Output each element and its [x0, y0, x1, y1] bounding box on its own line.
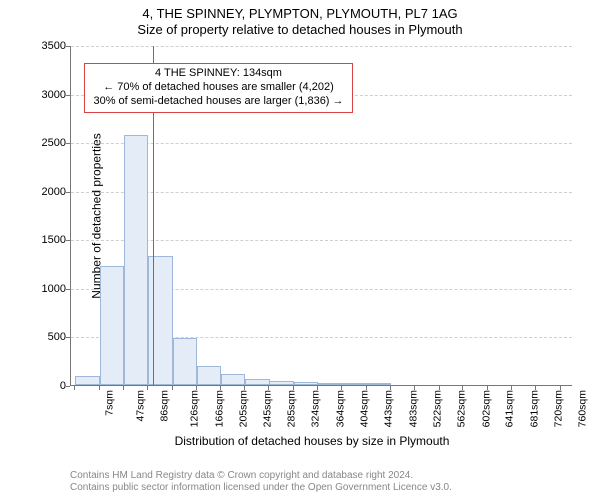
annotation-box: 4 THE SPINNEY: 134sqm← 70% of detached h… — [84, 63, 352, 112]
xtick-mark — [341, 386, 342, 390]
histogram-bar — [367, 383, 391, 385]
xtick-mark — [366, 386, 367, 390]
xtick-label: 205sqm — [237, 390, 249, 427]
xtick-label: 483sqm — [407, 390, 419, 427]
ytick-label: 2500 — [26, 137, 66, 149]
footer-line-1: Contains HM Land Registry data © Crown c… — [70, 470, 452, 482]
ytick-mark — [66, 46, 70, 47]
histogram-bar — [124, 135, 148, 385]
xtick-label: 562sqm — [455, 390, 467, 427]
ytick-mark — [66, 386, 70, 387]
footer-attribution: Contains HM Land Registry data © Crown c… — [70, 470, 452, 494]
histogram-bar — [197, 366, 221, 385]
histogram-bar — [245, 379, 269, 385]
xtick-label: 47sqm — [134, 390, 146, 422]
ytick-mark — [66, 337, 70, 338]
xtick-mark — [390, 386, 391, 390]
ytick-mark — [66, 192, 70, 193]
histogram-bar — [269, 381, 293, 385]
title-line-2: Size of property relative to detached ho… — [0, 22, 600, 38]
xtick-label: 245sqm — [261, 390, 273, 427]
xtick-mark — [268, 386, 269, 390]
ytick-mark — [66, 289, 70, 290]
xtick-mark — [123, 386, 124, 390]
histogram-bar — [294, 382, 318, 385]
xtick-label: 324sqm — [310, 390, 322, 427]
histogram-bar — [318, 383, 342, 385]
xtick-mark — [99, 386, 100, 390]
title-line-1: 4, THE SPINNEY, PLYMPTON, PLYMOUTH, PL7 … — [0, 6, 600, 22]
xtick-mark — [74, 386, 75, 390]
ytick-label: 3500 — [26, 40, 66, 52]
histogram-chart: Number of detached properties 4 THE SPIN… — [52, 46, 572, 420]
ytick-mark — [66, 95, 70, 96]
histogram-bar — [221, 374, 245, 385]
xtick-label: 126sqm — [188, 390, 200, 427]
ytick-label: 1500 — [26, 234, 66, 246]
ytick-label: 3000 — [26, 89, 66, 101]
xtick-label: 720sqm — [552, 390, 564, 427]
ytick-label: 500 — [26, 331, 66, 343]
xtick-mark — [462, 386, 463, 390]
annotation-line2: ← 70% of detached houses are smaller (4,… — [93, 81, 343, 95]
xtick-label: 285sqm — [286, 390, 298, 427]
xtick-mark — [439, 386, 440, 390]
xtick-mark — [293, 386, 294, 390]
histogram-bar — [173, 338, 197, 385]
footer-line-2: Contains public sector information licen… — [70, 482, 452, 494]
ytick-mark — [66, 240, 70, 241]
xtick-mark — [220, 386, 221, 390]
xtick-label: 760sqm — [577, 390, 589, 427]
xtick-mark — [244, 386, 245, 390]
xtick-label: 443sqm — [383, 390, 395, 427]
xtick-label: 166sqm — [213, 390, 225, 427]
xtick-mark — [487, 386, 488, 390]
gridline — [71, 46, 572, 47]
chart-title-block: 4, THE SPINNEY, PLYMPTON, PLYMOUTH, PL7 … — [0, 0, 600, 39]
xtick-label: 7sqm — [104, 390, 116, 416]
xtick-label: 404sqm — [359, 390, 371, 427]
xtick-mark — [511, 386, 512, 390]
xtick-mark — [414, 386, 415, 390]
xtick-label: 641sqm — [504, 390, 516, 427]
x-axis-label: Distribution of detached houses by size … — [52, 434, 572, 448]
histogram-bar — [342, 383, 366, 385]
plot-area: 4 THE SPINNEY: 134sqm← 70% of detached h… — [70, 46, 572, 386]
histogram-bar — [75, 376, 99, 385]
xtick-label: 681sqm — [528, 390, 540, 427]
xtick-mark — [317, 386, 318, 390]
histogram-bar — [100, 266, 124, 385]
annotation-line3: 30% of semi-detached houses are larger (… — [93, 95, 343, 109]
xtick-mark — [560, 386, 561, 390]
xtick-mark — [196, 386, 197, 390]
xtick-label: 602sqm — [480, 390, 492, 427]
ytick-label: 2000 — [26, 186, 66, 198]
xtick-label: 364sqm — [334, 390, 346, 427]
xtick-label: 86sqm — [158, 390, 170, 422]
xtick-mark — [172, 386, 173, 390]
annotation-line1: 4 THE SPINNEY: 134sqm — [93, 67, 343, 81]
ytick-label: 1000 — [26, 283, 66, 295]
ytick-label: 0 — [26, 380, 66, 392]
histogram-bar — [148, 256, 172, 385]
xtick-mark — [147, 386, 148, 390]
xtick-mark — [535, 386, 536, 390]
xtick-label: 522sqm — [431, 390, 443, 427]
ytick-mark — [66, 143, 70, 144]
